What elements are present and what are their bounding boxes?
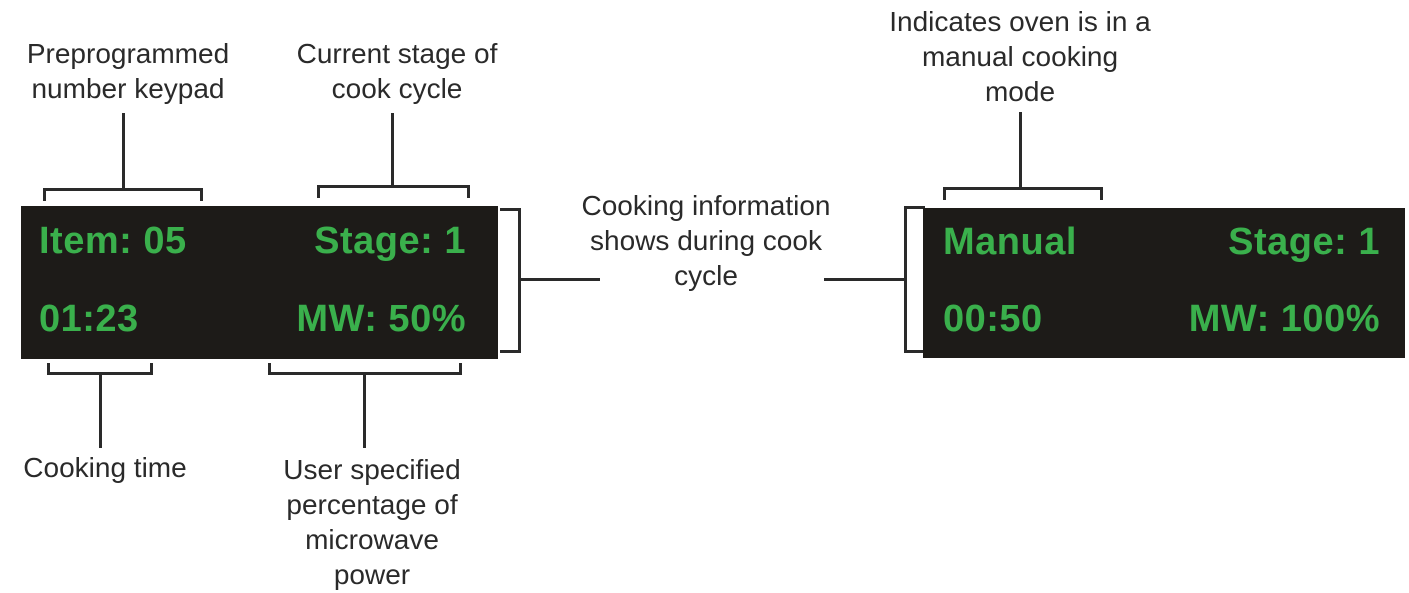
connector-left [520, 278, 600, 281]
oven-display-preprogrammed: Item: 05 Stage: 1 01:23 MW: 50% [21, 206, 498, 359]
label-current-stage-of-cook-cycle: Current stage of cook cycle [296, 38, 498, 104]
label-microwave-power: User specified percentage of microwave p… [283, 454, 461, 590]
callout-stem-cooking-time [99, 374, 102, 448]
cooking-time-readout: 00:50 [943, 298, 1043, 340]
callout-stem-manual-mode [1019, 112, 1022, 190]
display-row-top: Item: 05 Stage: 1 [39, 222, 466, 260]
bracket-stage [317, 185, 470, 198]
label-cooking-information: Cooking information shows during cook cy… [581, 190, 831, 291]
stage-readout: Stage: 1 [314, 220, 466, 262]
manual-mode-readout: Manual [943, 221, 1077, 263]
bracket-info-left-display [500, 208, 521, 353]
item-number-readout: Item: 05 [39, 220, 187, 262]
stage-readout: Stage: 1 [1228, 221, 1380, 263]
display-row-bottom: 00:50 MW: 100% [943, 300, 1380, 338]
bracket-manual [943, 187, 1103, 200]
label-manual-cooking-mode: Indicates oven is in a manual cooking mo… [889, 6, 1151, 107]
microwave-power-readout: MW: 100% [1188, 298, 1380, 340]
callout-stem-microwave-power [363, 374, 366, 448]
callout-stem-preprogrammed [122, 113, 125, 191]
microwave-power-readout: MW: 50% [296, 298, 466, 340]
callout-stem-current-stage [391, 113, 394, 188]
connector-right [824, 278, 904, 281]
display-row-bottom: 01:23 MW: 50% [39, 300, 466, 338]
label-cooking-time: Cooking time [23, 452, 187, 483]
cooking-time-readout: 01:23 [39, 298, 139, 340]
bracket-microwave-power [268, 363, 462, 375]
bracket-item-number [43, 188, 203, 201]
bracket-info-right-display [904, 206, 925, 353]
display-row-top: Manual Stage: 1 [943, 223, 1380, 261]
oven-display-manual: Manual Stage: 1 00:50 MW: 100% [923, 208, 1405, 358]
label-preprogrammed-number-keypad: Preprogrammed number keypad [26, 38, 230, 104]
bracket-cooking-time [47, 363, 153, 375]
